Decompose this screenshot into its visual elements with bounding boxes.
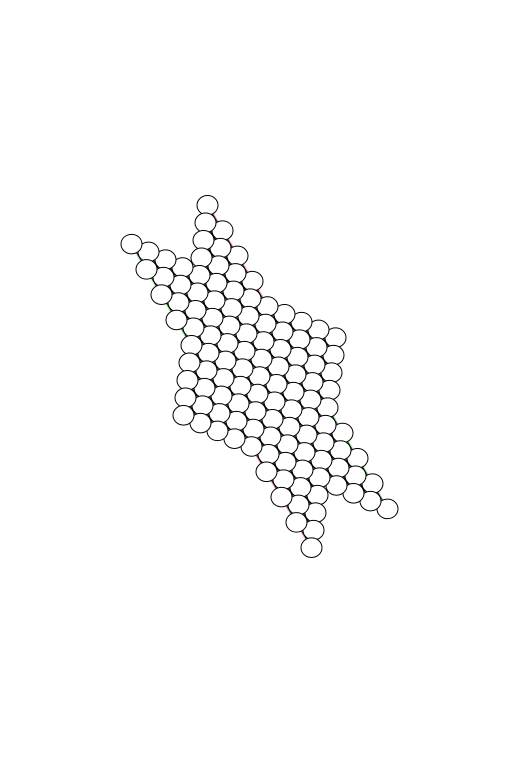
board-hole[interactable] — [172, 405, 195, 426]
board-hole[interactable] — [178, 352, 201, 374]
board-holes[interactable] — [120, 195, 399, 558]
board-hole[interactable] — [270, 486, 293, 508]
board-hole[interactable] — [192, 230, 215, 251]
board-hole[interactable] — [196, 195, 219, 216]
board-hole[interactable] — [120, 233, 143, 255]
board-hole[interactable] — [135, 259, 158, 280]
board-hole[interactable] — [190, 247, 213, 269]
board-hole[interactable] — [176, 370, 199, 391]
board-hole[interactable] — [285, 512, 308, 533]
board-hole[interactable] — [300, 537, 323, 558]
board-hole[interactable] — [174, 387, 197, 409]
board-hole[interactable] — [150, 284, 173, 305]
board-hole[interactable] — [255, 461, 278, 483]
board-hole[interactable] — [165, 309, 188, 331]
board-hole[interactable] — [180, 335, 203, 356]
board-hole[interactable] — [194, 212, 217, 234]
